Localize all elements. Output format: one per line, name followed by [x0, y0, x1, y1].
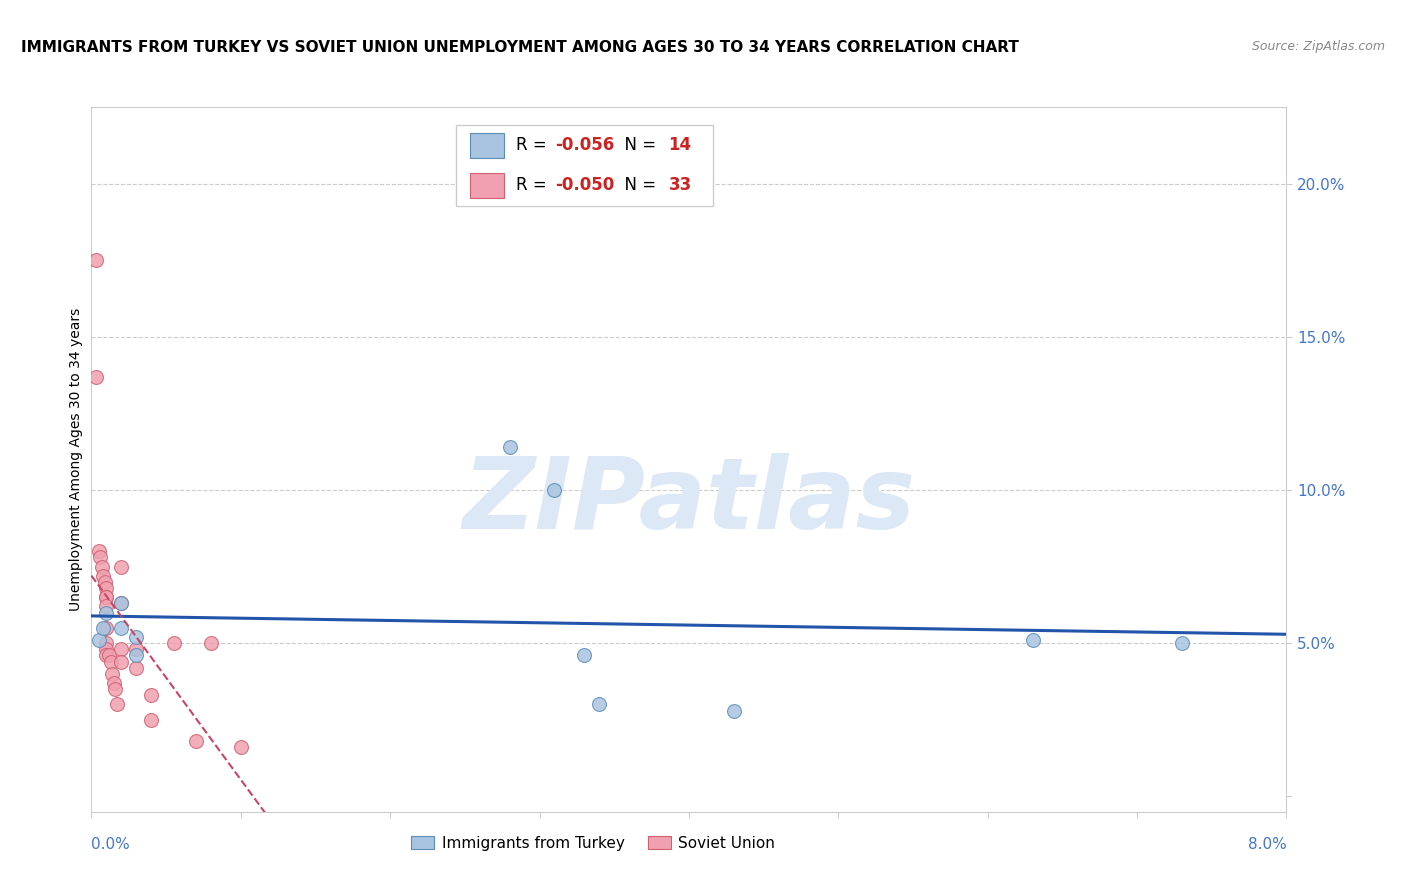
- Point: [96, 591, 118, 605]
- Text: Source: ZipAtlas.com: Source: ZipAtlas.com: [1251, 40, 1385, 54]
- Text: -0.056: -0.056: [555, 136, 614, 154]
- Point: [498, 440, 520, 454]
- Text: -0.050: -0.050: [555, 177, 614, 194]
- Text: 0.0%: 0.0%: [91, 837, 131, 852]
- Point: [93, 621, 114, 635]
- Text: 14: 14: [669, 136, 692, 154]
- Point: [101, 666, 124, 681]
- Point: [162, 636, 184, 650]
- Point: [1021, 633, 1043, 648]
- Bar: [470, 133, 503, 158]
- Bar: [470, 173, 503, 198]
- Point: [96, 642, 118, 657]
- Text: IMMIGRANTS FROM TURKEY VS SOVIET UNION UNEMPLOYMENT AMONG AGES 30 TO 34 YEARS CO: IMMIGRANTS FROM TURKEY VS SOVIET UNION U…: [21, 40, 1019, 55]
- Point: [105, 698, 128, 712]
- Text: 8.0%: 8.0%: [1247, 837, 1286, 852]
- Point: [104, 682, 127, 697]
- Point: [125, 642, 148, 657]
- Point: [96, 621, 118, 635]
- Point: [110, 655, 132, 669]
- Point: [200, 636, 222, 650]
- Point: [84, 369, 107, 384]
- Point: [574, 648, 596, 663]
- Point: [141, 688, 162, 702]
- Point: [588, 698, 610, 712]
- Point: [184, 734, 207, 748]
- Point: [1171, 636, 1194, 650]
- Bar: [456, 125, 713, 206]
- Point: [93, 569, 114, 583]
- Point: [125, 630, 148, 644]
- Text: ZIPatlas: ZIPatlas: [463, 453, 915, 550]
- Point: [100, 655, 122, 669]
- Point: [110, 642, 132, 657]
- Point: [110, 596, 132, 610]
- Point: [98, 648, 121, 663]
- Point: [96, 606, 118, 620]
- Point: [103, 676, 125, 690]
- Point: [96, 599, 118, 614]
- Point: [89, 550, 111, 565]
- Point: [84, 253, 107, 268]
- Point: [141, 713, 162, 727]
- Point: [87, 544, 110, 558]
- Text: R =: R =: [516, 136, 551, 154]
- Point: [125, 661, 148, 675]
- Text: N =: N =: [613, 177, 661, 194]
- Text: N =: N =: [613, 136, 661, 154]
- Point: [110, 621, 132, 635]
- Y-axis label: Unemployment Among Ages 30 to 34 years: Unemployment Among Ages 30 to 34 years: [69, 308, 83, 611]
- Text: 33: 33: [669, 177, 692, 194]
- Point: [96, 591, 118, 605]
- Point: [229, 740, 252, 755]
- Point: [96, 636, 118, 650]
- Point: [87, 633, 110, 648]
- Point: [110, 596, 132, 610]
- Point: [94, 574, 117, 589]
- Point: [543, 483, 565, 497]
- Point: [723, 704, 745, 718]
- Point: [90, 559, 112, 574]
- Point: [96, 648, 118, 663]
- Text: R =: R =: [516, 177, 551, 194]
- Point: [110, 559, 132, 574]
- Point: [125, 648, 148, 663]
- Point: [96, 581, 118, 595]
- Legend: Immigrants from Turkey, Soviet Union: Immigrants from Turkey, Soviet Union: [405, 830, 782, 857]
